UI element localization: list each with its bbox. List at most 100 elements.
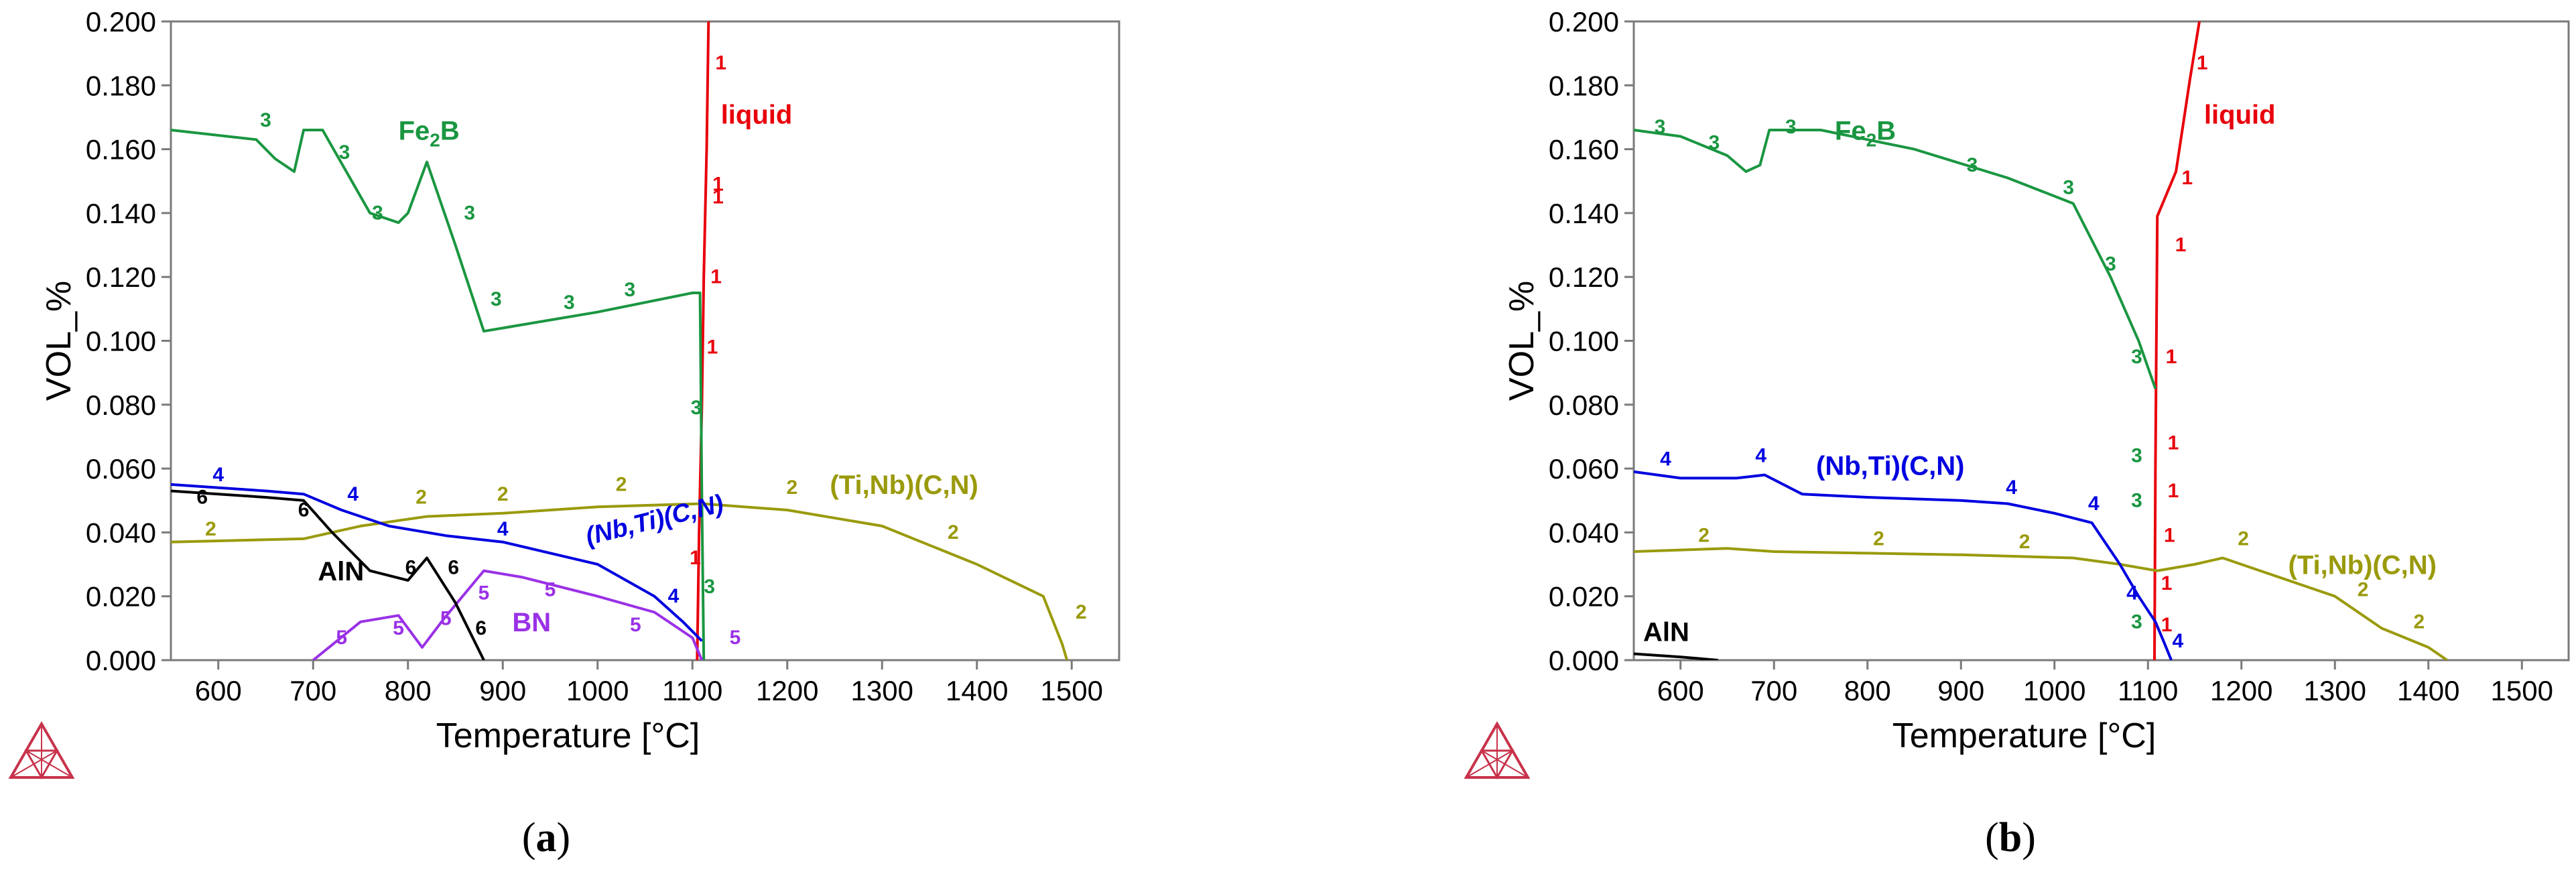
- series-marker-liquid: 1: [2197, 52, 2208, 74]
- series-marker-tinb: 2: [616, 473, 627, 495]
- panel-caption: (a): [522, 815, 570, 861]
- series-marker-fe2b: 3: [2105, 253, 2116, 275]
- y-tick-label: 0.080: [86, 389, 156, 421]
- y-tick-label: 0.160: [86, 134, 156, 166]
- series-label-aln: AlN: [318, 557, 364, 586]
- x-axis-title: Temperature [°C]: [436, 716, 700, 755]
- series-marker-bn: 5: [440, 608, 452, 630]
- x-tick-label: 1100: [2118, 675, 2178, 706]
- series-marker-liquid: 1: [690, 547, 701, 569]
- series-marker-nbti: 4: [1660, 448, 1671, 470]
- series-lines: [1634, 21, 2448, 660]
- series-marker-fe2b: 3: [339, 141, 350, 164]
- series-marker-fe2b: 3: [1967, 154, 1978, 176]
- series-label-tinb: (Ti,Nb)(C,N): [830, 470, 978, 500]
- series-marker-tinb: 2: [1076, 601, 1087, 623]
- series-lines: [171, 21, 1069, 660]
- series-marker-tinb: 2: [2238, 527, 2249, 550]
- series-marker-tinb: 2: [497, 483, 509, 505]
- series-marker-aln: 6: [196, 487, 208, 509]
- series-marker-nbti: 4: [212, 464, 224, 486]
- series-marker-tinb: 2: [1698, 525, 1710, 547]
- series-marker-aln: 6: [298, 499, 310, 521]
- series-marker-fe2b: 3: [625, 279, 636, 301]
- y-axis-title: VOL_%: [1502, 281, 1541, 401]
- x-tick-label: 800: [385, 675, 432, 706]
- series-line-liquid: [2153, 21, 2201, 660]
- series-marker-liquid: 1: [2168, 480, 2179, 502]
- x-tick-label: 1500: [2491, 675, 2553, 706]
- y-tick-label: 0.020: [1549, 581, 1619, 613]
- logo-line: [25, 750, 73, 778]
- thermo-calc-triangle-icon: [8, 720, 75, 780]
- panel-a: 600 700 800 900 1000 1100 1200 1300 1400 1500 0.00…: [8, 6, 1120, 861]
- series-marker-fe2b: 3: [2131, 489, 2142, 511]
- x-tick-label: 600: [195, 675, 242, 706]
- series-label-liquid: liquid: [721, 100, 793, 129]
- x-tick-label: 1100: [662, 675, 722, 706]
- y-tick-label: 0.000: [86, 645, 156, 676]
- y-tick-label: 0.160: [1549, 134, 1619, 166]
- y-tick-label: 0.080: [1549, 389, 1619, 421]
- x-tick-label: 1000: [566, 675, 629, 706]
- series-line-tinb: [171, 502, 1069, 660]
- series-marker-fe2b: 3: [464, 202, 475, 224]
- series-marker-fe2b: 3: [260, 109, 271, 131]
- series-marker-liquid: 1: [712, 174, 724, 196]
- series-marker-fe2b: 3: [2063, 176, 2074, 198]
- series-marker-bn: 5: [730, 627, 741, 649]
- y-tick-label: 0.120: [1549, 261, 1619, 293]
- panel-b: 600 700 800 900 1000 1100 1200 1300 1400 1500 0.00…: [1464, 6, 2570, 861]
- series-label-nbti: (Nb,Ti)(C,N): [583, 490, 726, 552]
- x-tick-label: 800: [1844, 675, 1891, 706]
- y-tick-label: 0.000: [1549, 645, 1619, 676]
- series-marker-tinb: 2: [2413, 611, 2425, 633]
- x-tick-label: 1400: [2397, 675, 2459, 706]
- series-marker-fe2b: 3: [691, 397, 702, 419]
- series-marker-bn: 5: [336, 627, 347, 649]
- series-marker-liquid: 1: [712, 186, 724, 208]
- series-marker-liquid: 1: [2181, 167, 2193, 189]
- x-axis-title: Temperature [°C]: [1892, 716, 2156, 755]
- series-marker-fe2b: 3: [704, 576, 715, 598]
- y-tick-label: 0.120: [86, 261, 156, 293]
- series-label-tinb: (Ti,Nb)(C,N): [2289, 550, 2437, 580]
- series-marker-tinb: 2: [786, 477, 797, 499]
- series-label-aln: AlN: [1643, 617, 1689, 647]
- series-marker-nbti: 4: [668, 585, 680, 607]
- series-marker-fe2b: 3: [1709, 132, 1720, 154]
- series-marker-fe2b: 3: [1655, 116, 1666, 138]
- y-tick-label: 0.100: [86, 326, 156, 357]
- x-tick-label: 1000: [2023, 675, 2085, 706]
- y-tick-label: 0.200: [86, 6, 156, 38]
- y-tick-label: 0.140: [1549, 198, 1619, 229]
- series-marker-liquid: 1: [710, 266, 722, 288]
- series-marker-nbti: 4: [2126, 582, 2138, 604]
- series-label-fe2b: Fe2B: [399, 116, 460, 150]
- y-tick-label: 0.140: [86, 198, 156, 229]
- series-marker-nbti: 4: [1755, 445, 1766, 467]
- series-marker-fe2b: 3: [491, 288, 502, 310]
- series-marker-liquid: 1: [2161, 614, 2173, 636]
- series-marker-aln: 6: [405, 556, 417, 578]
- y-tick-label: 0.040: [1549, 517, 1619, 548]
- series-marker-bn: 5: [478, 582, 490, 604]
- series-label-fe2b: Fe2B: [1835, 116, 1896, 150]
- x-tick-label: 1400: [946, 675, 1008, 706]
- x-tick-label: 900: [1937, 675, 1984, 706]
- x-tick-label: 900: [479, 675, 526, 706]
- series-marker-fe2b: 3: [2131, 611, 2142, 633]
- series-marker-nbti: 4: [2006, 477, 2017, 499]
- series-marker-fe2b: 3: [564, 292, 575, 314]
- series-marker-liquid: 1: [715, 52, 726, 74]
- series-marker-tinb: 2: [205, 518, 216, 540]
- series-marker-nbti: 4: [2088, 493, 2100, 515]
- series-marker-fe2b: 3: [2131, 445, 2142, 467]
- series-marker-aln: 6: [475, 617, 487, 639]
- x-tick-label: 1300: [851, 675, 913, 706]
- series-marker-liquid: 1: [2168, 432, 2179, 454]
- x-tick-label: 700: [289, 675, 336, 706]
- series-marker-tinb: 2: [1873, 527, 1884, 550]
- y-tick-label: 0.180: [86, 70, 156, 101]
